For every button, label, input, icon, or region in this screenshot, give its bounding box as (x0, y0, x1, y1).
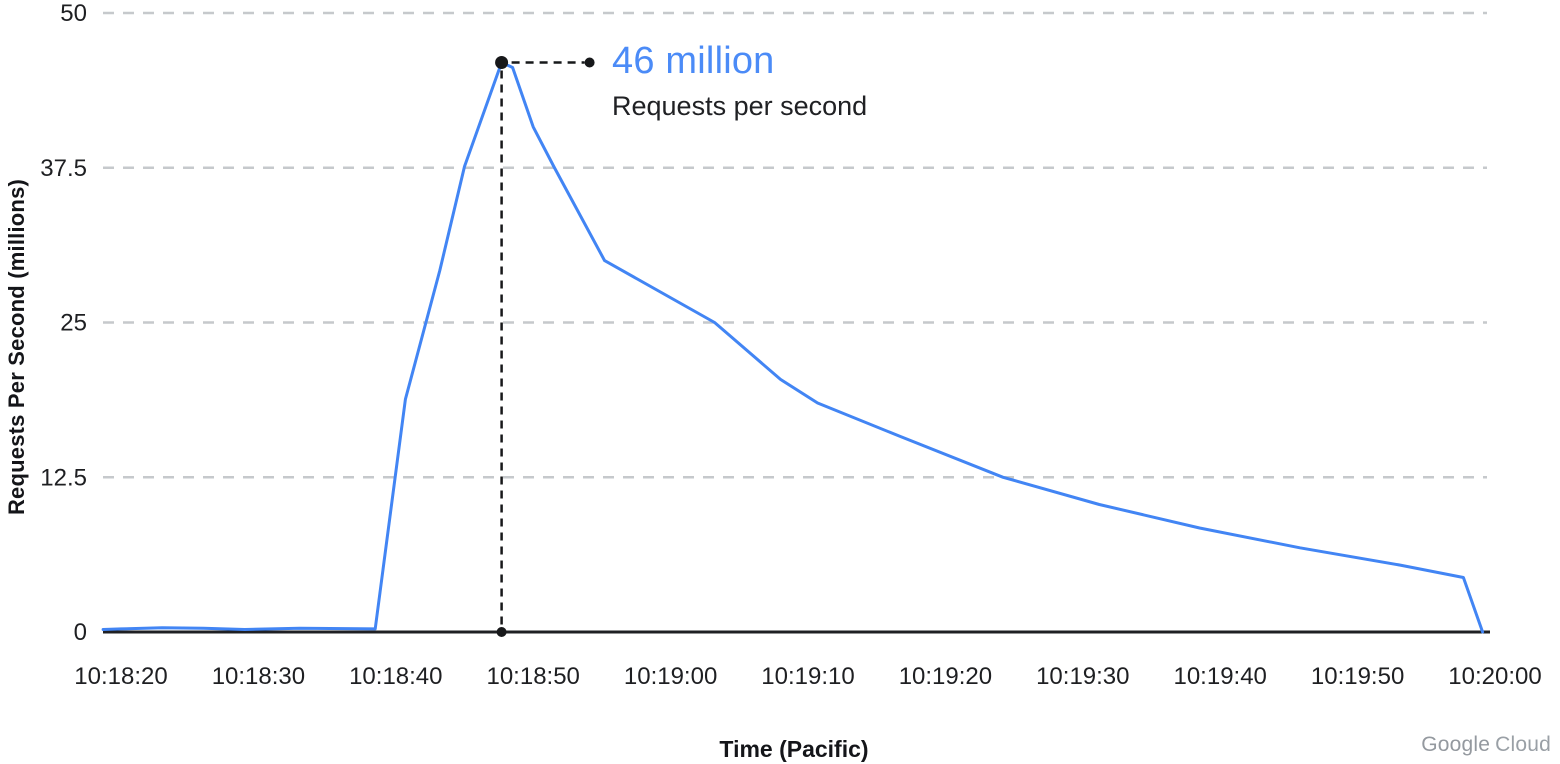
peak-dot (495, 56, 509, 70)
peak-sub-label: Requests per second (612, 90, 868, 121)
y-axis-title: Requests Per Second (millions) (4, 178, 29, 516)
watermark-google: Google (1421, 733, 1491, 756)
y-tick-label: 37.5 (40, 155, 87, 182)
x-tick-label: 10:19:40 (1173, 663, 1266, 690)
y-tick-label: 12.5 (40, 464, 87, 491)
x-tick-label: 10:18:20 (74, 663, 167, 690)
x-tick-label: 10:19:00 (624, 663, 717, 690)
y-tick-label: 0 (74, 619, 87, 646)
peak-axis-dot (496, 627, 507, 637)
series-line (101, 61, 1485, 634)
x-tick-label: 10:18:40 (349, 663, 442, 690)
x-tick-label: 10:19:50 (1311, 663, 1404, 690)
x-axis-title: Time (Pacific) (719, 736, 869, 762)
x-tick-label: 10:19:10 (761, 663, 854, 690)
watermark-cloud: Cloud (1495, 733, 1551, 756)
x-tick-label: 10:19:30 (1036, 663, 1129, 690)
x-tick-label: 10:18:30 (212, 663, 305, 690)
x-tick-label: 10:20:00 (1448, 663, 1541, 690)
y-tick-label: 25 (60, 310, 87, 337)
x-tick-label: 10:18:50 (486, 663, 579, 690)
peak-callout-dot (584, 57, 595, 68)
peak-value-label: 46 million (612, 40, 775, 82)
peak-annotation: 46 million Requests per second (612, 40, 868, 121)
y-tick-label: 50 (60, 0, 87, 27)
google-cloud-watermark: Google Cloud (1421, 733, 1551, 757)
x-tick-label: 10:19:20 (899, 663, 992, 690)
